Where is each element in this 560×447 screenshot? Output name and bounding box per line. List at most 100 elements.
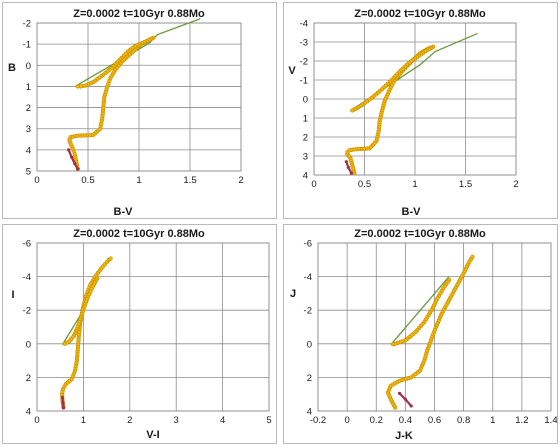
y-tick-label: 2 xyxy=(26,103,31,114)
y-axis-label-j: J xyxy=(290,288,296,300)
ms-segment-point xyxy=(73,162,77,166)
chart-title-b: Z=0.0002 t=10Gyr 0.88Mo xyxy=(73,8,205,20)
y-tick-label: 1 xyxy=(26,82,31,93)
plot-area: 0 1 2 3 4 5 -6 -4 -2 0 2 4 xyxy=(23,239,272,427)
x-tick-label: 0.2 xyxy=(370,415,383,426)
x-axis-label-b: B-V xyxy=(114,206,134,218)
chart-title-v: Z=0.0002 t=10Gyr 0.88Mo xyxy=(354,8,486,20)
x-tick-label: -0.2 xyxy=(310,415,326,426)
y-tick-label: -4 xyxy=(300,19,308,30)
chart-svg-v: 0 0.5 1 1.5 2 -4 -3 -2 -1 0 1 2 3 4 Z=0.0002 t=10Gyr … xyxy=(288,8,519,218)
x-tick-label: 0 xyxy=(311,179,316,190)
x-tick-label: 0 xyxy=(344,415,349,426)
ms-segment-point xyxy=(60,395,65,400)
x-tick-label: 0.4 xyxy=(399,415,412,426)
y-tick-label: 4 xyxy=(26,407,31,418)
y-tick-label: -2 xyxy=(300,57,308,68)
ms-segment-point xyxy=(349,171,353,175)
plot-frame xyxy=(317,242,552,412)
track-point xyxy=(108,256,113,261)
track-line xyxy=(69,37,154,170)
y-tick-label: 4 xyxy=(303,171,308,182)
y-tick-label: -1 xyxy=(23,40,31,51)
x-axis-label-j: J-K xyxy=(395,430,413,442)
x-tick-label: 1.5 xyxy=(459,179,472,190)
x-tick-label: 0.5 xyxy=(358,179,371,190)
x-tick-label: 0.5 xyxy=(81,175,94,186)
y-tick-label: 4 xyxy=(26,145,31,156)
connector-line xyxy=(390,276,450,346)
track-point xyxy=(470,254,475,260)
y-tick-label: 2 xyxy=(26,373,31,384)
y-tick-label: 0 xyxy=(307,339,312,350)
x-tick-label: 1 xyxy=(136,175,141,186)
x-axis-label-i: V-I xyxy=(146,429,159,441)
x-tick-label: 0 xyxy=(34,175,39,186)
chart-svg-b: 0 0.5 1 1.5 2 -2 -1 0 1 2 3 4 5 Z=0.0002 t=10Gyr 0.8… xyxy=(8,8,244,218)
y-tick-label: 2 xyxy=(307,373,312,384)
y-tick-label: 1 xyxy=(303,114,308,125)
chart-panel-v: 0 0.5 1 1.5 2 -4 -3 -2 -1 0 1 2 3 4 Z=0.0002 t=10Gyr … xyxy=(283,2,558,219)
x-tick-label: 1.4 xyxy=(544,415,557,426)
track-point xyxy=(62,341,67,346)
ms-segment-line xyxy=(67,149,79,170)
ms-segment-point xyxy=(397,391,402,395)
x-tick-label: 1 xyxy=(412,179,417,190)
track-point xyxy=(75,84,80,89)
x-tick-label: 4 xyxy=(220,415,225,426)
y-tick-label: -1 xyxy=(300,76,308,87)
plot-frame xyxy=(313,22,517,176)
ms-segment-point xyxy=(70,155,74,159)
x-tick-label: 2 xyxy=(238,175,243,186)
chart-svg-j: -0.2 0 0.2 0.4 0.6 0.8 1 1.2 1.4 -6 -4 -2 0 2 4 Z=0.00… xyxy=(290,228,557,442)
y-tick-label: -6 xyxy=(23,239,31,250)
ms-segment-point xyxy=(76,167,80,171)
y-tick-label: 2 xyxy=(303,133,308,144)
x-tick-label: 0.8 xyxy=(457,415,470,426)
y-tick-label: 5 xyxy=(26,167,31,178)
track-line xyxy=(346,46,434,174)
y-tick-label: -4 xyxy=(304,272,312,283)
x-axis-label-v: B-V xyxy=(402,206,422,218)
y-tick-label: -3 xyxy=(300,38,308,49)
y-axis-label-i: I xyxy=(11,289,14,301)
y-tick-label: 0 xyxy=(26,339,31,350)
x-tick-label: 1.2 xyxy=(515,415,528,426)
y-axis-label-b: B xyxy=(8,62,16,74)
plot-area: 0 0.5 1 1.5 2 -2 -1 0 1 2 3 4 5 xyxy=(23,18,244,186)
chart-title-j: Z=0.0002 t=10Gyr 0.88Mo xyxy=(354,228,486,240)
ms-segment-point xyxy=(403,397,407,401)
x-tick-label: 1 xyxy=(81,415,86,426)
chart-panel-j: -0.2 0 0.2 0.4 0.6 0.8 1 1.2 1.4 -6 -4 -2 0 2 4 Z=0.00… xyxy=(283,224,558,444)
ms-segment-point xyxy=(61,401,65,405)
track-point xyxy=(390,342,396,347)
track-point xyxy=(350,108,355,113)
ms-segment-point xyxy=(67,148,71,152)
x-tick-label: 1.5 xyxy=(183,175,196,186)
y-axis-label-v: V xyxy=(288,65,296,77)
x-tick-label: 1 xyxy=(490,415,495,426)
plot-area: 0 0.5 1 1.5 2 -4 -3 -2 -1 0 1 2 3 4 xyxy=(300,19,519,191)
y-tick-label: -2 xyxy=(304,306,312,317)
x-tick-label: 3 xyxy=(174,415,179,426)
plot-frame xyxy=(36,242,270,412)
y-tick-label: -2 xyxy=(23,306,31,317)
plot-frame xyxy=(36,22,242,172)
y-tick-label: -2 xyxy=(23,19,31,30)
y-tick-label: 3 xyxy=(303,152,308,163)
x-tick-label: 2 xyxy=(513,179,518,190)
y-tick-label: -4 xyxy=(23,272,31,283)
ms-segment-point xyxy=(61,406,66,410)
ms-segment-point xyxy=(346,165,350,169)
chart-title-i: Z=0.0002 t=10Gyr 0.88Mo xyxy=(73,228,205,240)
y-tick-label: 3 xyxy=(26,124,31,135)
ms-segment-point xyxy=(344,160,348,164)
y-tick-label: 0 xyxy=(303,95,308,106)
plot-area: -0.2 0 0.2 0.4 0.6 0.8 1 1.2 1.4 -6 -4 -2 0 2 4 xyxy=(304,239,557,427)
chart-panel-i: 0 1 2 3 4 5 -6 -4 -2 0 2 4 Z=0.0002 t=10Gyr 0.88Mo … xyxy=(2,224,277,444)
ms-segment-point xyxy=(409,404,413,408)
x-tick-label: 0.6 xyxy=(428,415,441,426)
y-tick-label: -6 xyxy=(304,239,312,250)
y-tick-label: 4 xyxy=(307,407,312,418)
